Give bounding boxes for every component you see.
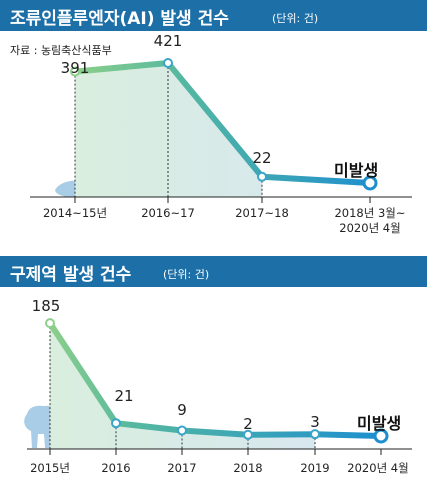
fmd-data-point [243, 429, 253, 440]
fmd-x-tick-label: 2016 [101, 461, 130, 475]
fmd-x-tick-label: 2020년 4월 [347, 461, 408, 475]
fmd-data-label: 185 [32, 297, 61, 315]
ai-area-fill [75, 63, 262, 197]
ai-chart-unit: (단위: 건) [272, 12, 319, 25]
ai-x-tick-label: 2018년 3월~ [334, 206, 405, 220]
ai-x-tick-label: 2014~15년 [43, 206, 107, 220]
fmd-chart: 185 2015년 21 2016 9 2017 2 2018 3 2019 미발생 2020년 4월 [24, 297, 412, 475]
fmd-x-tick-label: 2015년 [30, 461, 70, 475]
fmd-chart-title: 구제역 발생 건수 [10, 265, 132, 285]
fmd-series-line [47, 320, 384, 439]
fmd-data-label: 9 [177, 401, 187, 419]
ai-x-tick-label: 2016~17 [141, 206, 195, 220]
fmd-data-point [45, 318, 55, 329]
ai-data-point [362, 175, 378, 191]
ai-data-point [70, 66, 80, 77]
fmd-data-label: 미발생 [357, 414, 401, 433]
ai-data-label: 391 [61, 59, 90, 77]
fmd-data-label: 3 [310, 413, 320, 431]
ai-series-line [72, 60, 373, 186]
fmd-x-tick-label: 2017 [167, 461, 196, 475]
ai-data-label: 22 [252, 149, 271, 167]
ai-data-label: 미발생 [334, 161, 378, 180]
ai-data-label: 421 [154, 32, 183, 50]
ai-chart-header: 조류인플루엔자(AI) 발생 건수 (단위: 건) [0, 0, 427, 31]
fmd-data-point [310, 429, 320, 440]
fmd-x-tick-label: 2019 [300, 461, 329, 475]
fmd-chart-unit: (단위: 건) [163, 268, 210, 281]
fmd-x-tick-label: 2018 [233, 461, 262, 475]
source-note: 자료 : 농림축산식품부 [10, 44, 112, 57]
ai-data-point [257, 171, 267, 182]
fmd-data-label: 21 [114, 387, 133, 405]
fmd-chart-header: 구제역 발생 건수 (단위: 건) [0, 256, 427, 287]
ai-marks: 391 2014~15년 421 2016~17 22 2017~18 미발생 2018년 3… [43, 32, 406, 235]
ai-x-tick-label: 2020년 4월 [339, 221, 400, 235]
fmd-data-point [111, 418, 121, 429]
fmd-data-point [373, 428, 389, 444]
ai-data-point [163, 58, 173, 69]
fmd-data-label: 2 [243, 415, 253, 433]
ai-x-tick-label: 2017~18 [235, 206, 289, 220]
ai-chart-title: 조류인플루엔자(AI) 발생 건수 [10, 9, 229, 29]
ai-guides [74, 63, 371, 203]
fmd-marks: 185 2015년 21 2016 9 2017 2 2018 3 2019 미발생 2020년 4월 [30, 297, 409, 475]
fmd-data-point [177, 425, 187, 436]
ai-chart: 391 2014~15년 421 2016~17 22 2017~18 미발생 2018년 3… [30, 32, 412, 235]
